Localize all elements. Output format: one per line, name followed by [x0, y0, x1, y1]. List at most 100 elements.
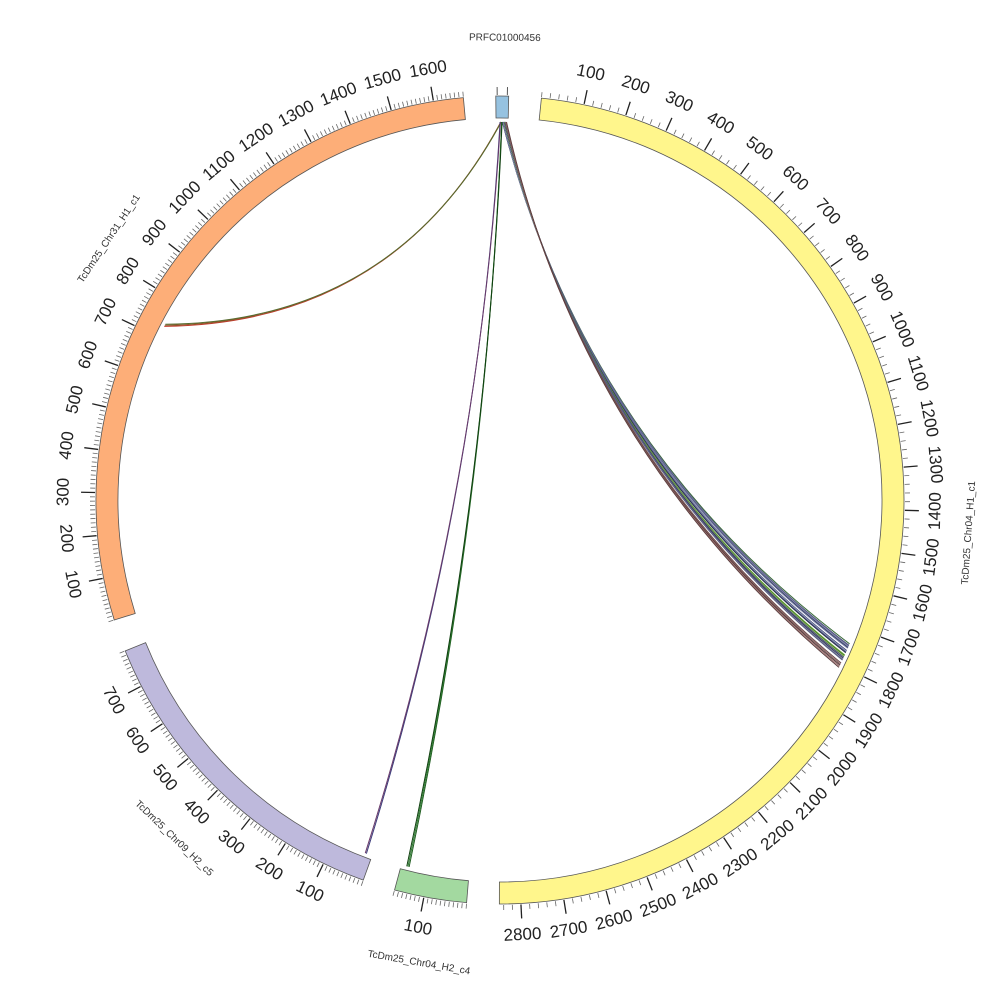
tick-label-tcdm25-chr31-h1-c1: 400 — [55, 430, 77, 461]
minor-tick-tcdm25-chr31-h1-c1 — [111, 367, 117, 370]
minor-tick-tcdm25-chr09-h2-c5 — [305, 856, 309, 862]
minor-tick-tcdm25-chr09-h2-c5 — [186, 761, 192, 766]
minor-tick-tcdm25-chr09-h2-c5 — [178, 751, 183, 756]
minor-tick-tcdm25-chr09-h2-c5 — [160, 727, 166, 731]
minor-tick-tcdm25-chr31-h1-c1 — [274, 157, 278, 162]
minor-tick-tcdm25-chr31-h1-c1 — [105, 611, 111, 614]
major-tick-tcdm25-chr04-h1-c1 — [520, 904, 523, 919]
tick-label-tcdm25-chr04-h1-c1: 700 — [812, 194, 845, 228]
tick-label-tcdm25-chr04-h1-c1: 400 — [704, 107, 738, 138]
minor-tick-tcdm25-chr31-h1-c1 — [94, 435, 101, 438]
minor-tick-tcdm25-chr09-h2-c5 — [229, 804, 234, 809]
tick-label-tcdm25-chr31-h1-c1: 1200 — [235, 119, 277, 156]
minor-tick-tcdm25-chr04-h1-c1 — [681, 133, 685, 139]
minor-tick-tcdm25-chr04-h1-c1 — [902, 457, 908, 459]
tick-label-tcdm25-chr04-h1-c1: 2500 — [637, 890, 679, 921]
minor-tick-tcdm25-chr31-h1-c1 — [119, 347, 125, 350]
minor-tick-tcdm25-chr04-h1-c1 — [809, 235, 814, 240]
minor-tick-tcdm25-chr09-h2-c5 — [121, 654, 127, 658]
minor-tick-tcdm25-chr31-h1-c1 — [356, 115, 359, 121]
minor-tick-tcdm25-chr09-h2-c5 — [274, 838, 279, 844]
tick-label-tcdm25-chr31-h1-c1: 1400 — [317, 78, 359, 110]
minor-tick-tcdm25-chr31-h1-c1 — [449, 93, 451, 99]
minor-tick-tcdm25-chr04-h1-c1 — [891, 603, 897, 606]
minor-tick-tcdm25-chr31-h1-c1 — [92, 543, 98, 546]
chromosome-segments — [95, 95, 905, 905]
minor-tick-tcdm25-chr04-h2-c4 — [448, 901, 450, 907]
minor-tick-tcdm25-chr09-h2-c5 — [175, 748, 181, 752]
tick-label-tcdm25-chr04-h1-c1: 2000 — [823, 748, 861, 789]
tick-label-tcdm25-chr09-h2-c5: 100 — [293, 877, 327, 906]
minor-tick-tcdm25-chr04-h1-c1 — [882, 363, 888, 367]
major-tick-tcdm25-chr04-h1-c1 — [625, 101, 631, 116]
minor-tick-tcdm25-chr04-h1-c1 — [871, 660, 877, 664]
minor-tick-tcdm25-chr04-h1-c1 — [657, 122, 661, 128]
minor-tick-tcdm25-chr04-h1-c1 — [572, 898, 574, 904]
minor-tick-tcdm25-chr04-h1-c1 — [795, 776, 801, 781]
minor-tick-tcdm25-chr31-h1-c1 — [343, 120, 347, 126]
minor-tick-tcdm25-chr09-h2-c5 — [286, 845, 290, 851]
minor-tick-tcdm25-chr09-h2-c5 — [220, 795, 225, 801]
link-prfc01000456-to-tcdm25-chr04-h1-c1 — [504, 121, 843, 661]
major-tick-tcdm25-chr04-h1-c1 — [583, 90, 588, 104]
tick-label-tcdm25-chr04-h1-c1: 2300 — [719, 844, 761, 881]
link-prfc01000456-to-tcdm25-chr04-h1-c1 — [503, 121, 848, 651]
minor-tick-tcdm25-chr09-h2-c5 — [316, 862, 320, 868]
minor-tick-tcdm25-chr04-h2-c4 — [392, 890, 395, 896]
minor-tick-tcdm25-chr04-h1-c1 — [856, 691, 862, 696]
major-tick-tcdm25-chr04-h1-c1 — [843, 714, 856, 723]
link-prfc01000456-to-tcdm25-chr04-h1-c1 — [502, 121, 849, 648]
chromosome-segment-tcdm25-chr04-h2-c4 — [394, 868, 469, 904]
minor-tick-tcdm25-chr31-h1-c1 — [352, 117, 355, 123]
minor-tick-tcdm25-chr09-h2-c5 — [195, 771, 200, 776]
tick-label-tcdm25-chr04-h1-c1: 200 — [619, 71, 652, 98]
minor-tick-tcdm25-chr04-h1-c1 — [889, 388, 895, 392]
tick-label-tcdm25-chr04-h1-c1: 1600 — [909, 582, 936, 623]
minor-tick-tcdm25-chr31-h1-c1 — [96, 426, 102, 429]
minor-tick-tcdm25-chr31-h1-c1 — [406, 100, 409, 106]
minor-tick-tcdm25-chr04-h1-c1 — [820, 249, 825, 253]
minor-tick-tcdm25-chr31-h1-c1 — [239, 183, 244, 188]
minor-tick-tcdm25-chr31-h1-c1 — [99, 409, 105, 412]
minor-tick-tcdm25-chr09-h2-c5 — [155, 719, 161, 724]
tick-label-tcdm25-chr04-h1-c1: 100 — [575, 60, 607, 84]
minor-tick-tcdm25-chr09-h2-c5 — [340, 873, 344, 879]
minor-tick-tcdm25-chr09-h2-c5 — [250, 821, 254, 826]
minor-tick-tcdm25-chr04-h1-c1 — [608, 105, 612, 111]
minor-tick-tcdm25-chr31-h1-c1 — [427, 96, 430, 102]
tick-label-tcdm25-chr04-h1-c1: 600 — [779, 162, 813, 195]
minor-tick-tcdm25-chr31-h1-c1 — [213, 206, 218, 211]
minor-tick-tcdm25-chr09-h2-c5 — [165, 734, 171, 738]
minor-tick-tcdm25-chr31-h1-c1 — [97, 422, 103, 425]
minor-tick-tcdm25-chr04-h2-c4 — [457, 902, 459, 908]
minor-tick-tcdm25-chr04-h1-c1 — [575, 97, 578, 103]
minor-tick-tcdm25-chr04-h1-c1 — [622, 885, 625, 891]
link-prfc01000456-to-tcdm25-chr04-h1-c1 — [504, 121, 845, 657]
minor-tick-tcdm25-chr09-h2-c5 — [260, 828, 265, 834]
minor-tick-tcdm25-chr04-h1-c1 — [753, 180, 758, 186]
minor-tick-tcdm25-chr04-h1-c1 — [726, 159, 730, 165]
minor-tick-tcdm25-chr04-h1-c1 — [815, 242, 820, 247]
minor-tick-tcdm25-chr31-h1-c1 — [143, 295, 149, 300]
minor-tick-tcdm25-chr04-h1-c1 — [838, 721, 844, 726]
minor-tick-tcdm25-chr09-h2-c5 — [336, 871, 340, 877]
tick-marks — [81, 86, 919, 919]
minor-tick-tcdm25-chr31-h1-c1 — [98, 582, 104, 585]
minor-tick-tcdm25-chr31-h1-c1 — [101, 401, 107, 404]
minor-tick-tcdm25-chr04-h1-c1 — [558, 94, 560, 100]
minor-tick-tcdm25-chr31-h1-c1 — [300, 141, 304, 147]
major-tick-tcdm25-chr31-h1-c1 — [430, 86, 434, 101]
minor-tick-tcdm25-chr04-h1-c1 — [823, 742, 829, 747]
minor-tick-tcdm25-chr09-h2-c5 — [264, 831, 268, 836]
major-tick-tcdm25-chr04-h1-c1 — [880, 636, 895, 643]
chromosome-segment-tcdm25-chr04-h1-c1 — [498, 97, 905, 905]
major-tick-tcdm25-chr31-h1-c1 — [104, 360, 119, 367]
minor-tick-tcdm25-chr09-h2-c5 — [352, 877, 356, 883]
tick-label-tcdm25-chr31-h1-c1: 1500 — [362, 65, 404, 93]
minor-tick-tcdm25-chr31-h1-c1 — [108, 375, 114, 379]
minor-tick-tcdm25-chr31-h1-c1 — [110, 371, 116, 375]
minor-tick-tcdm25-chr09-h2-c5 — [360, 880, 364, 886]
minor-tick-tcdm25-chr31-h1-c1 — [93, 552, 99, 554]
links-layer — [164, 121, 850, 868]
